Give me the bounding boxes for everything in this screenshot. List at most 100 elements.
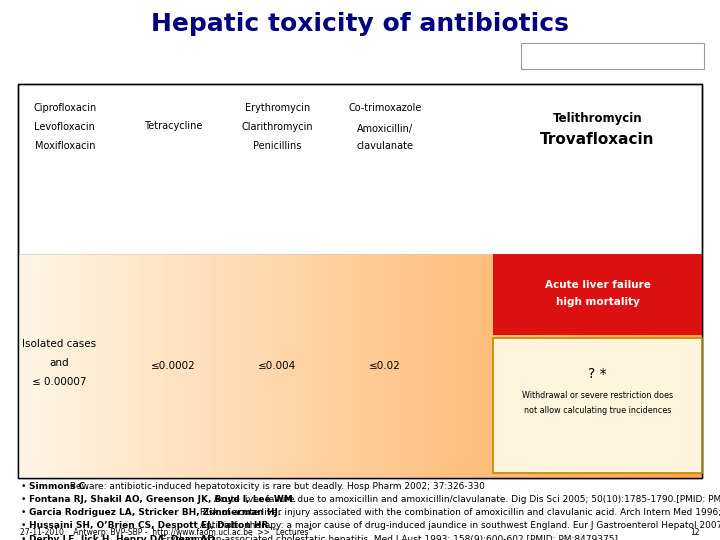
Bar — [499, 254, 503, 478]
Bar — [417, 254, 421, 478]
Bar — [334, 254, 338, 478]
Bar — [183, 254, 187, 478]
Bar — [128, 254, 132, 478]
Bar — [406, 254, 410, 478]
Bar — [427, 254, 431, 478]
Bar — [32, 254, 36, 478]
Bar — [300, 254, 304, 478]
Bar — [258, 254, 263, 478]
Text: 27-11-2010    Antwerp: BVP-SBP -  http://www.faom.ucl.ac.be  >> “Lectures”: 27-11-2010 Antwerp: BVP-SBP - http://www… — [20, 529, 312, 537]
Text: Antibiotic therapy: a major cause of drug-induced jaundice in southwest England.: Antibiotic therapy: a major cause of dru… — [197, 522, 720, 530]
Bar — [613, 254, 617, 478]
Bar — [132, 254, 135, 478]
Bar — [156, 254, 160, 478]
Bar — [541, 254, 544, 478]
Text: Simmons C.: Simmons C. — [29, 482, 89, 491]
Text: ? *: ? * — [588, 367, 607, 381]
Bar — [86, 254, 91, 478]
Bar — [179, 254, 184, 478]
Bar — [423, 254, 428, 478]
Bar — [692, 254, 696, 478]
Bar — [166, 254, 170, 478]
Bar — [252, 254, 256, 478]
Bar — [138, 254, 143, 478]
Text: Penicillins: Penicillins — [253, 141, 302, 151]
Bar — [245, 254, 249, 478]
Bar — [403, 254, 407, 478]
Text: •: • — [20, 522, 25, 530]
Bar — [359, 254, 362, 478]
Bar — [269, 254, 273, 478]
Bar — [489, 254, 493, 478]
Text: Erythromycin-associated cholestatic hepatitis. Med J Aust 1993; 158(9):600-602.[: Erythromycin-associated cholestatic hepa… — [158, 535, 618, 540]
Bar — [462, 254, 466, 478]
Bar — [114, 254, 118, 478]
Text: Clarithromycin: Clarithromycin — [241, 122, 313, 132]
Bar — [661, 254, 665, 478]
Bar — [420, 254, 424, 478]
Bar — [345, 254, 348, 478]
Bar — [307, 254, 311, 478]
Bar — [465, 254, 469, 478]
Bar — [355, 254, 359, 478]
Bar — [513, 254, 517, 478]
Bar — [493, 254, 702, 335]
Bar — [117, 254, 122, 478]
Text: Co-trimoxazole: Co-trimoxazole — [348, 103, 422, 113]
Bar — [135, 254, 139, 478]
Bar — [623, 254, 627, 478]
Text: ≤0.0002: ≤0.0002 — [150, 361, 195, 371]
Bar — [664, 254, 668, 478]
Text: Trovafloxacin: Trovafloxacin — [540, 132, 655, 147]
Bar — [159, 254, 163, 478]
Bar — [437, 254, 441, 478]
Bar — [35, 254, 40, 478]
Bar — [603, 254, 606, 478]
Bar — [361, 254, 366, 478]
Text: Beware: antibiotic-induced hepatotoxicity is rare but deadly. Hosp Pharm 2002; 3: Beware: antibiotic-induced hepatotoxicit… — [68, 482, 485, 491]
Bar — [145, 254, 149, 478]
Bar — [688, 254, 693, 478]
Bar — [348, 254, 352, 478]
Bar — [266, 254, 269, 478]
Bar — [475, 254, 480, 478]
Bar — [197, 254, 201, 478]
Bar — [76, 254, 81, 478]
Bar — [585, 254, 589, 478]
Bar — [200, 254, 204, 478]
Bar — [56, 254, 60, 478]
Bar — [634, 254, 637, 478]
Bar — [22, 254, 26, 478]
Bar — [365, 254, 369, 478]
Bar — [283, 254, 287, 478]
Bar — [297, 254, 300, 478]
Bar — [228, 254, 232, 478]
Text: •: • — [20, 495, 25, 504]
Text: ≤0.02: ≤0.02 — [369, 361, 401, 371]
Bar — [698, 254, 703, 478]
Bar — [176, 254, 180, 478]
Bar — [547, 254, 552, 478]
Bar — [279, 254, 284, 478]
Bar — [107, 254, 112, 478]
Bar — [217, 254, 222, 478]
Bar — [392, 254, 397, 478]
Bar — [214, 254, 218, 478]
Bar — [231, 254, 235, 478]
Text: ≤ 0.00007: ≤ 0.00007 — [32, 377, 86, 387]
Bar — [169, 254, 174, 478]
Bar — [496, 254, 500, 478]
Text: high mortality: high mortality — [556, 298, 639, 307]
Bar — [626, 254, 631, 478]
Bar — [671, 254, 675, 478]
Bar — [485, 254, 490, 478]
Bar — [125, 254, 129, 478]
Bar — [582, 254, 586, 478]
Bar — [667, 254, 672, 478]
Text: Moxifloxacin: Moxifloxacin — [35, 141, 95, 151]
Bar — [255, 254, 259, 478]
Bar — [382, 254, 387, 478]
Text: Risk of acute liver injury associated with the combination of amoxicillin and cl: Risk of acute liver injury associated wi… — [197, 508, 720, 517]
Bar — [104, 254, 108, 478]
Text: and: and — [49, 358, 69, 368]
